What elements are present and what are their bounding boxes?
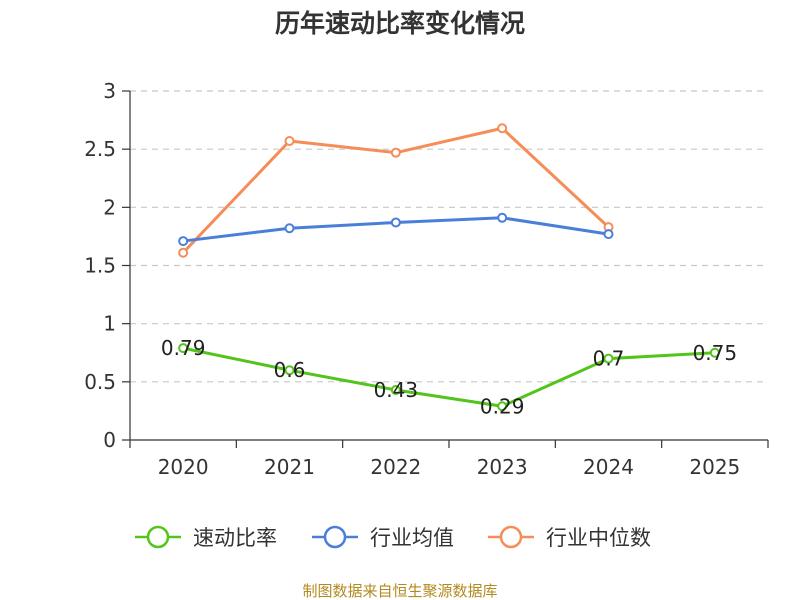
data-point — [390, 147, 401, 158]
data-point — [284, 136, 295, 147]
y-tick-label: 2 — [103, 195, 116, 219]
data-point — [709, 347, 720, 358]
data-labels: 0.79 0.6 0.43 0.29 0.7 0.75 — [161, 336, 737, 418]
legend-marker — [323, 525, 347, 549]
data-label: 0.6 — [274, 358, 306, 382]
y-tick-label: 3 — [103, 79, 116, 103]
data-point — [497, 123, 508, 134]
data-point — [603, 353, 614, 364]
data-label: 0.79 — [161, 336, 206, 360]
data-point — [178, 343, 189, 354]
data-point — [178, 247, 189, 258]
data-point — [390, 384, 401, 395]
x-tick-label: 2020 — [158, 455, 209, 479]
y-tick-label: 1 — [103, 312, 116, 336]
data-label: 0.75 — [693, 341, 738, 365]
data-label: 0.7 — [593, 347, 625, 371]
legend-label: 行业均值 — [370, 526, 454, 550]
data-point — [390, 217, 401, 228]
data-point — [178, 236, 189, 247]
axes: 0 0.5 1 1.5 2 2.5 3 2020 2021 2022 2023 2024 2025 — [84, 79, 769, 479]
chart-title: 历年速动比率变化情况 — [275, 9, 525, 38]
y-tick-label: 1.5 — [84, 254, 116, 278]
x-tick-label: 2024 — [583, 455, 634, 479]
data-point — [497, 212, 508, 223]
legend-item[interactable]: 速动比率 — [135, 525, 277, 550]
y-tick-label: 2.5 — [84, 137, 116, 161]
grid — [130, 90, 768, 383]
data-point — [284, 223, 295, 234]
data-label: 0.29 — [480, 394, 525, 418]
series — [178, 123, 720, 412]
data-point — [603, 229, 614, 240]
x-tick-label: 2025 — [689, 455, 740, 479]
data-point — [284, 365, 295, 376]
y-tick-label: 0 — [103, 428, 116, 452]
x-tick-label: 2023 — [477, 455, 528, 479]
data-label: 0.43 — [374, 378, 419, 402]
legend-label: 速动比率 — [193, 526, 277, 550]
legend-item[interactable]: 行业中位数 — [488, 525, 651, 550]
y-tick-label: 0.5 — [84, 370, 116, 394]
legend-label: 行业中位数 — [546, 526, 651, 550]
legend-marker — [146, 525, 170, 549]
x-tick-label: 2021 — [264, 455, 315, 479]
series-line — [182, 346, 715, 408]
legend-item[interactable]: 行业均值 — [312, 525, 454, 550]
data-point — [497, 401, 508, 412]
legend-marker — [499, 525, 523, 549]
legend: 速动比率 行业均值 行业中位数 — [135, 525, 651, 550]
x-tick-label: 2022 — [370, 455, 421, 479]
source-note: 制图数据来自恒生聚源数据库 — [302, 582, 497, 600]
